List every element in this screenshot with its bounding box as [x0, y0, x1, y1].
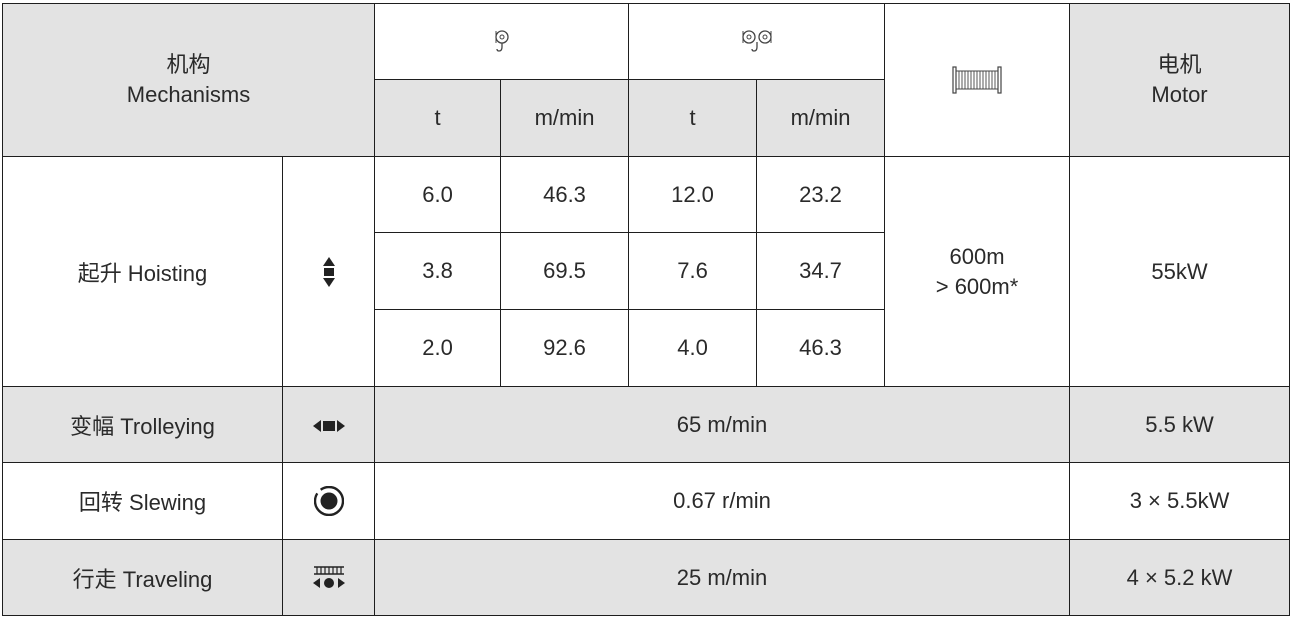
slewing-icon-cell — [281, 462, 376, 540]
traveling-motor: 4 × 5.2 kW — [1069, 539, 1291, 616]
hoisting-motor: 55kW — [1069, 156, 1291, 387]
rail-travel-icon — [312, 566, 345, 589]
traveling-label: 行走 Traveling — [2, 539, 283, 616]
slewing-circle-icon — [313, 486, 344, 516]
hoisting-load-single: 6.0 — [374, 156, 502, 233]
mechanism-spec-table: 机构 Mechanisms — [1, 3, 1291, 616]
unit-speed-1: m/min — [500, 79, 630, 157]
hoisting-speed-single: 69.5 — [500, 232, 630, 310]
hoisting-speed-double: 23.2 — [756, 156, 886, 233]
hoisting-speed-double: 46.3 — [756, 309, 886, 387]
hoisting-row-3: 2.0 92.6 4.0 46.3 — [3, 309, 1290, 387]
hoisting-row-1: 起升 Hoisting 6.0 46.3 12.0 23.2 600m > 60… — [2, 156, 1291, 387]
double-reeving-hook-icon — [741, 30, 772, 52]
mechanisms-header-cn: 机构 — [166, 52, 211, 77]
motor-header-cn: 电机 — [1157, 52, 1202, 77]
rope-drum-header — [884, 3, 1071, 157]
slewing-speed: 0.67 r/min — [374, 462, 1071, 540]
trolleying-row: 变幅 Trolleying 65 m/min 5.5 kW — [2, 386, 1291, 463]
trolleying-motor: 5.5 kW — [1069, 386, 1291, 463]
hoisting-rope-capacity: 600m > 600m* — [884, 156, 1071, 387]
slewing-motor: 3 × 5.5kW — [1069, 462, 1291, 540]
rope-capacity-line1: 600m — [949, 243, 1005, 269]
motor-header: 电机 Motor — [1069, 3, 1291, 157]
hoisting-label: 起升 Hoisting — [2, 156, 283, 387]
single-reeving-hook-icon — [494, 30, 509, 52]
slewing-row: 回转 Slewing 0.67 r/min 3 × 5.5kW — [2, 462, 1291, 540]
rope-drum-icon — [952, 66, 1002, 94]
header-row-units: t m/min t m/min — [3, 79, 1290, 157]
trolleying-speed: 65 m/min — [374, 386, 1071, 463]
trolleying-label: 变幅 Trolleying — [2, 386, 283, 463]
single-reeving-header — [374, 3, 630, 80]
header-row-top: 机构 Mechanisms — [1, 3, 1291, 157]
hoist-up-down-arrows-icon — [322, 256, 335, 287]
traveling-speed: 25 m/min — [374, 539, 1071, 616]
hoisting-load-double: 4.0 — [628, 309, 758, 387]
double-reeving-header — [628, 3, 886, 80]
unit-load-2: t — [628, 79, 758, 157]
hoisting-icon-cell — [281, 156, 376, 387]
mechanisms-header: 机构 Mechanisms — [1, 3, 376, 157]
mechanisms-header-en: Mechanisms — [126, 82, 251, 107]
traveling-row: 行走 Traveling 25 m/min 4 × 5.2 kW — [2, 539, 1291, 616]
motor-header-en: Motor — [1151, 82, 1208, 107]
hoisting-load-single: 3.8 — [374, 232, 502, 310]
traveling-icon-cell — [281, 539, 376, 616]
hoisting-load-double: 7.6 — [628, 232, 758, 310]
hoisting-load-single: 2.0 — [374, 309, 502, 387]
unit-load-1: t — [374, 79, 502, 157]
hoisting-row-2: 3.8 69.5 7.6 34.7 — [3, 232, 1290, 310]
hoisting-speed-double: 34.7 — [756, 232, 886, 310]
hoisting-load-double: 12.0 — [628, 156, 758, 233]
hoisting-speed-single: 46.3 — [500, 156, 630, 233]
hoisting-speed-single: 92.6 — [500, 309, 630, 387]
trolley-left-right-arrows-icon — [312, 419, 345, 432]
unit-speed-2: m/min — [756, 79, 886, 157]
slewing-label: 回转 Slewing — [2, 462, 283, 540]
trolleying-icon-cell — [281, 386, 376, 463]
rope-capacity-line2: > 600m* — [935, 273, 1019, 299]
